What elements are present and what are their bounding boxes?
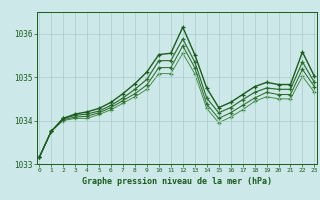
X-axis label: Graphe pression niveau de la mer (hPa): Graphe pression niveau de la mer (hPa) (82, 177, 272, 186)
